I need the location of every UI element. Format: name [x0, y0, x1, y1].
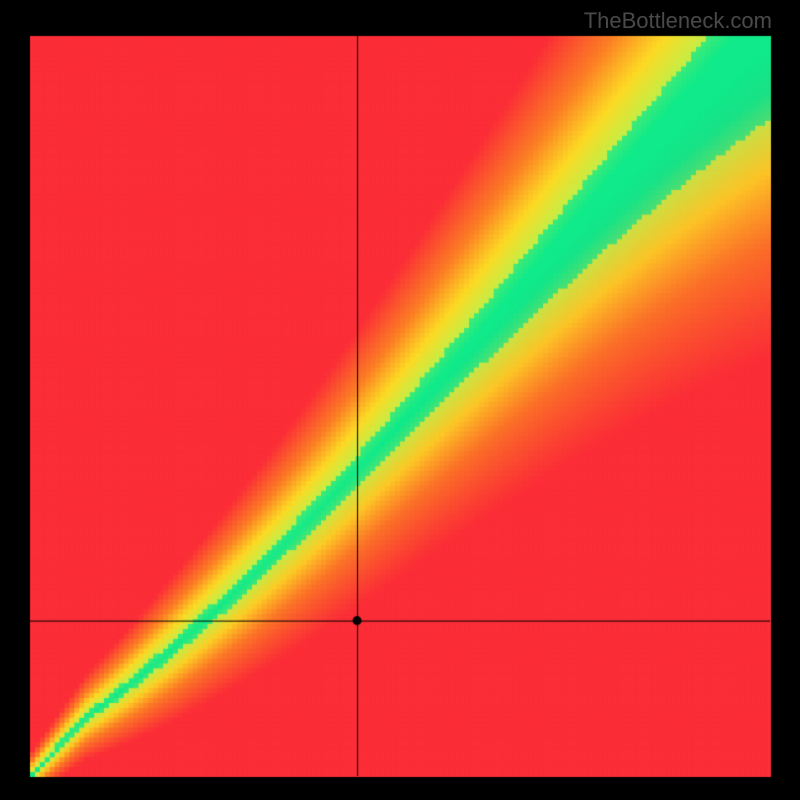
- watermark-text: TheBottleneck.com: [584, 8, 772, 34]
- bottleneck-heatmap: [0, 0, 800, 800]
